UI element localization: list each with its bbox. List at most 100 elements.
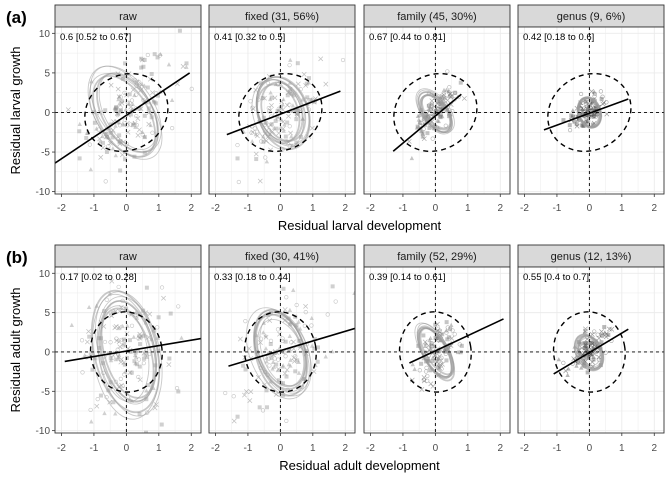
x-tick-label: 1	[156, 203, 162, 214]
data-point	[97, 466, 101, 470]
x-tick-label: -2	[520, 203, 529, 214]
data-point	[110, 135, 115, 140]
data-point	[129, 323, 135, 328]
data-point	[282, 307, 288, 313]
data-point	[566, 366, 571, 371]
data-point	[583, 326, 588, 332]
data-point	[98, 393, 103, 398]
data-point	[277, 331, 283, 337]
data-point	[114, 108, 119, 113]
data-point	[109, 278, 115, 284]
data-point	[167, 356, 172, 361]
data-point	[268, 90, 273, 95]
data-point	[267, 107, 273, 113]
data-point	[254, 133, 260, 139]
data-point	[272, 95, 278, 101]
y-axis-title: Residual larval growth	[8, 47, 23, 175]
slope-line	[55, 72, 191, 164]
data-point	[128, 112, 133, 117]
x-tick-label: -1	[243, 443, 252, 454]
x-tick-label: 2	[342, 443, 348, 454]
data-point	[280, 336, 285, 341]
data-point	[427, 337, 432, 343]
data-point	[111, 400, 116, 405]
data-point	[312, 346, 317, 351]
data-point	[579, 365, 584, 370]
data-point	[84, 339, 90, 345]
model-ellipse	[91, 291, 160, 420]
data-point	[117, 123, 123, 128]
data-point	[595, 332, 600, 337]
data-point	[118, 105, 123, 110]
data-point	[116, 94, 122, 100]
data-point	[452, 332, 457, 337]
data-point	[428, 335, 433, 341]
x-tick-label: 0	[433, 443, 439, 454]
data-point	[423, 343, 428, 348]
data-point	[420, 134, 425, 139]
data-point	[270, 359, 276, 364]
data-point	[147, 76, 153, 82]
data-point	[419, 120, 424, 126]
data-point	[561, 360, 566, 365]
data-point	[417, 112, 422, 118]
data-point	[421, 377, 426, 382]
data-point	[582, 346, 587, 351]
data-point	[581, 123, 586, 128]
data-point	[104, 297, 109, 302]
data-point	[599, 329, 605, 335]
data-point	[445, 337, 450, 342]
data-point	[142, 348, 148, 353]
data-point	[280, 364, 285, 369]
data-point	[288, 363, 293, 368]
data-point	[169, 97, 175, 103]
panel-1-2: family (52, 29%) 0.39 [0.14 to 0.61] -2 -1 0…	[363, 244, 511, 454]
data-point	[135, 132, 141, 138]
data-point	[156, 315, 161, 320]
data-point	[144, 430, 149, 433]
data-point	[442, 96, 447, 101]
model-ellipse	[255, 79, 303, 142]
raw-ellipse	[238, 72, 323, 153]
data-point	[146, 121, 152, 127]
x-tick-label: 0	[124, 443, 130, 454]
data-point	[137, 80, 142, 85]
data-point	[77, 129, 82, 134]
data-point	[103, 179, 108, 184]
data-point	[151, 98, 156, 103]
x-tick-label: 0	[278, 203, 284, 214]
data-point	[429, 98, 435, 104]
panel-background	[55, 267, 201, 433]
data-point	[126, 101, 132, 106]
data-point	[276, 378, 281, 383]
data-point	[110, 146, 116, 151]
data-point	[433, 352, 438, 358]
data-point	[582, 106, 587, 111]
data-point	[598, 89, 603, 94]
data-point	[242, 392, 247, 398]
data-point	[435, 104, 441, 110]
data-point	[117, 133, 122, 138]
y-tick-label: 5	[44, 68, 50, 79]
data-point	[423, 369, 429, 374]
data-point	[237, 336, 243, 342]
x-tick-label: -2	[211, 203, 220, 214]
data-point	[584, 345, 589, 350]
data-point	[287, 124, 292, 129]
x-tick-label: 2	[497, 443, 503, 454]
data-point	[145, 52, 150, 58]
data-point	[284, 418, 289, 423]
data-point	[125, 100, 130, 105]
data-point	[132, 120, 138, 126]
data-point	[589, 340, 594, 345]
data-point	[118, 376, 123, 381]
data-point	[243, 367, 248, 372]
data-point	[144, 285, 149, 290]
data-point	[586, 114, 591, 119]
data-point	[258, 336, 263, 341]
data-point	[139, 65, 144, 70]
data-point	[282, 122, 287, 127]
data-point	[447, 85, 452, 90]
slope-line	[228, 327, 355, 367]
data-point	[100, 133, 105, 139]
